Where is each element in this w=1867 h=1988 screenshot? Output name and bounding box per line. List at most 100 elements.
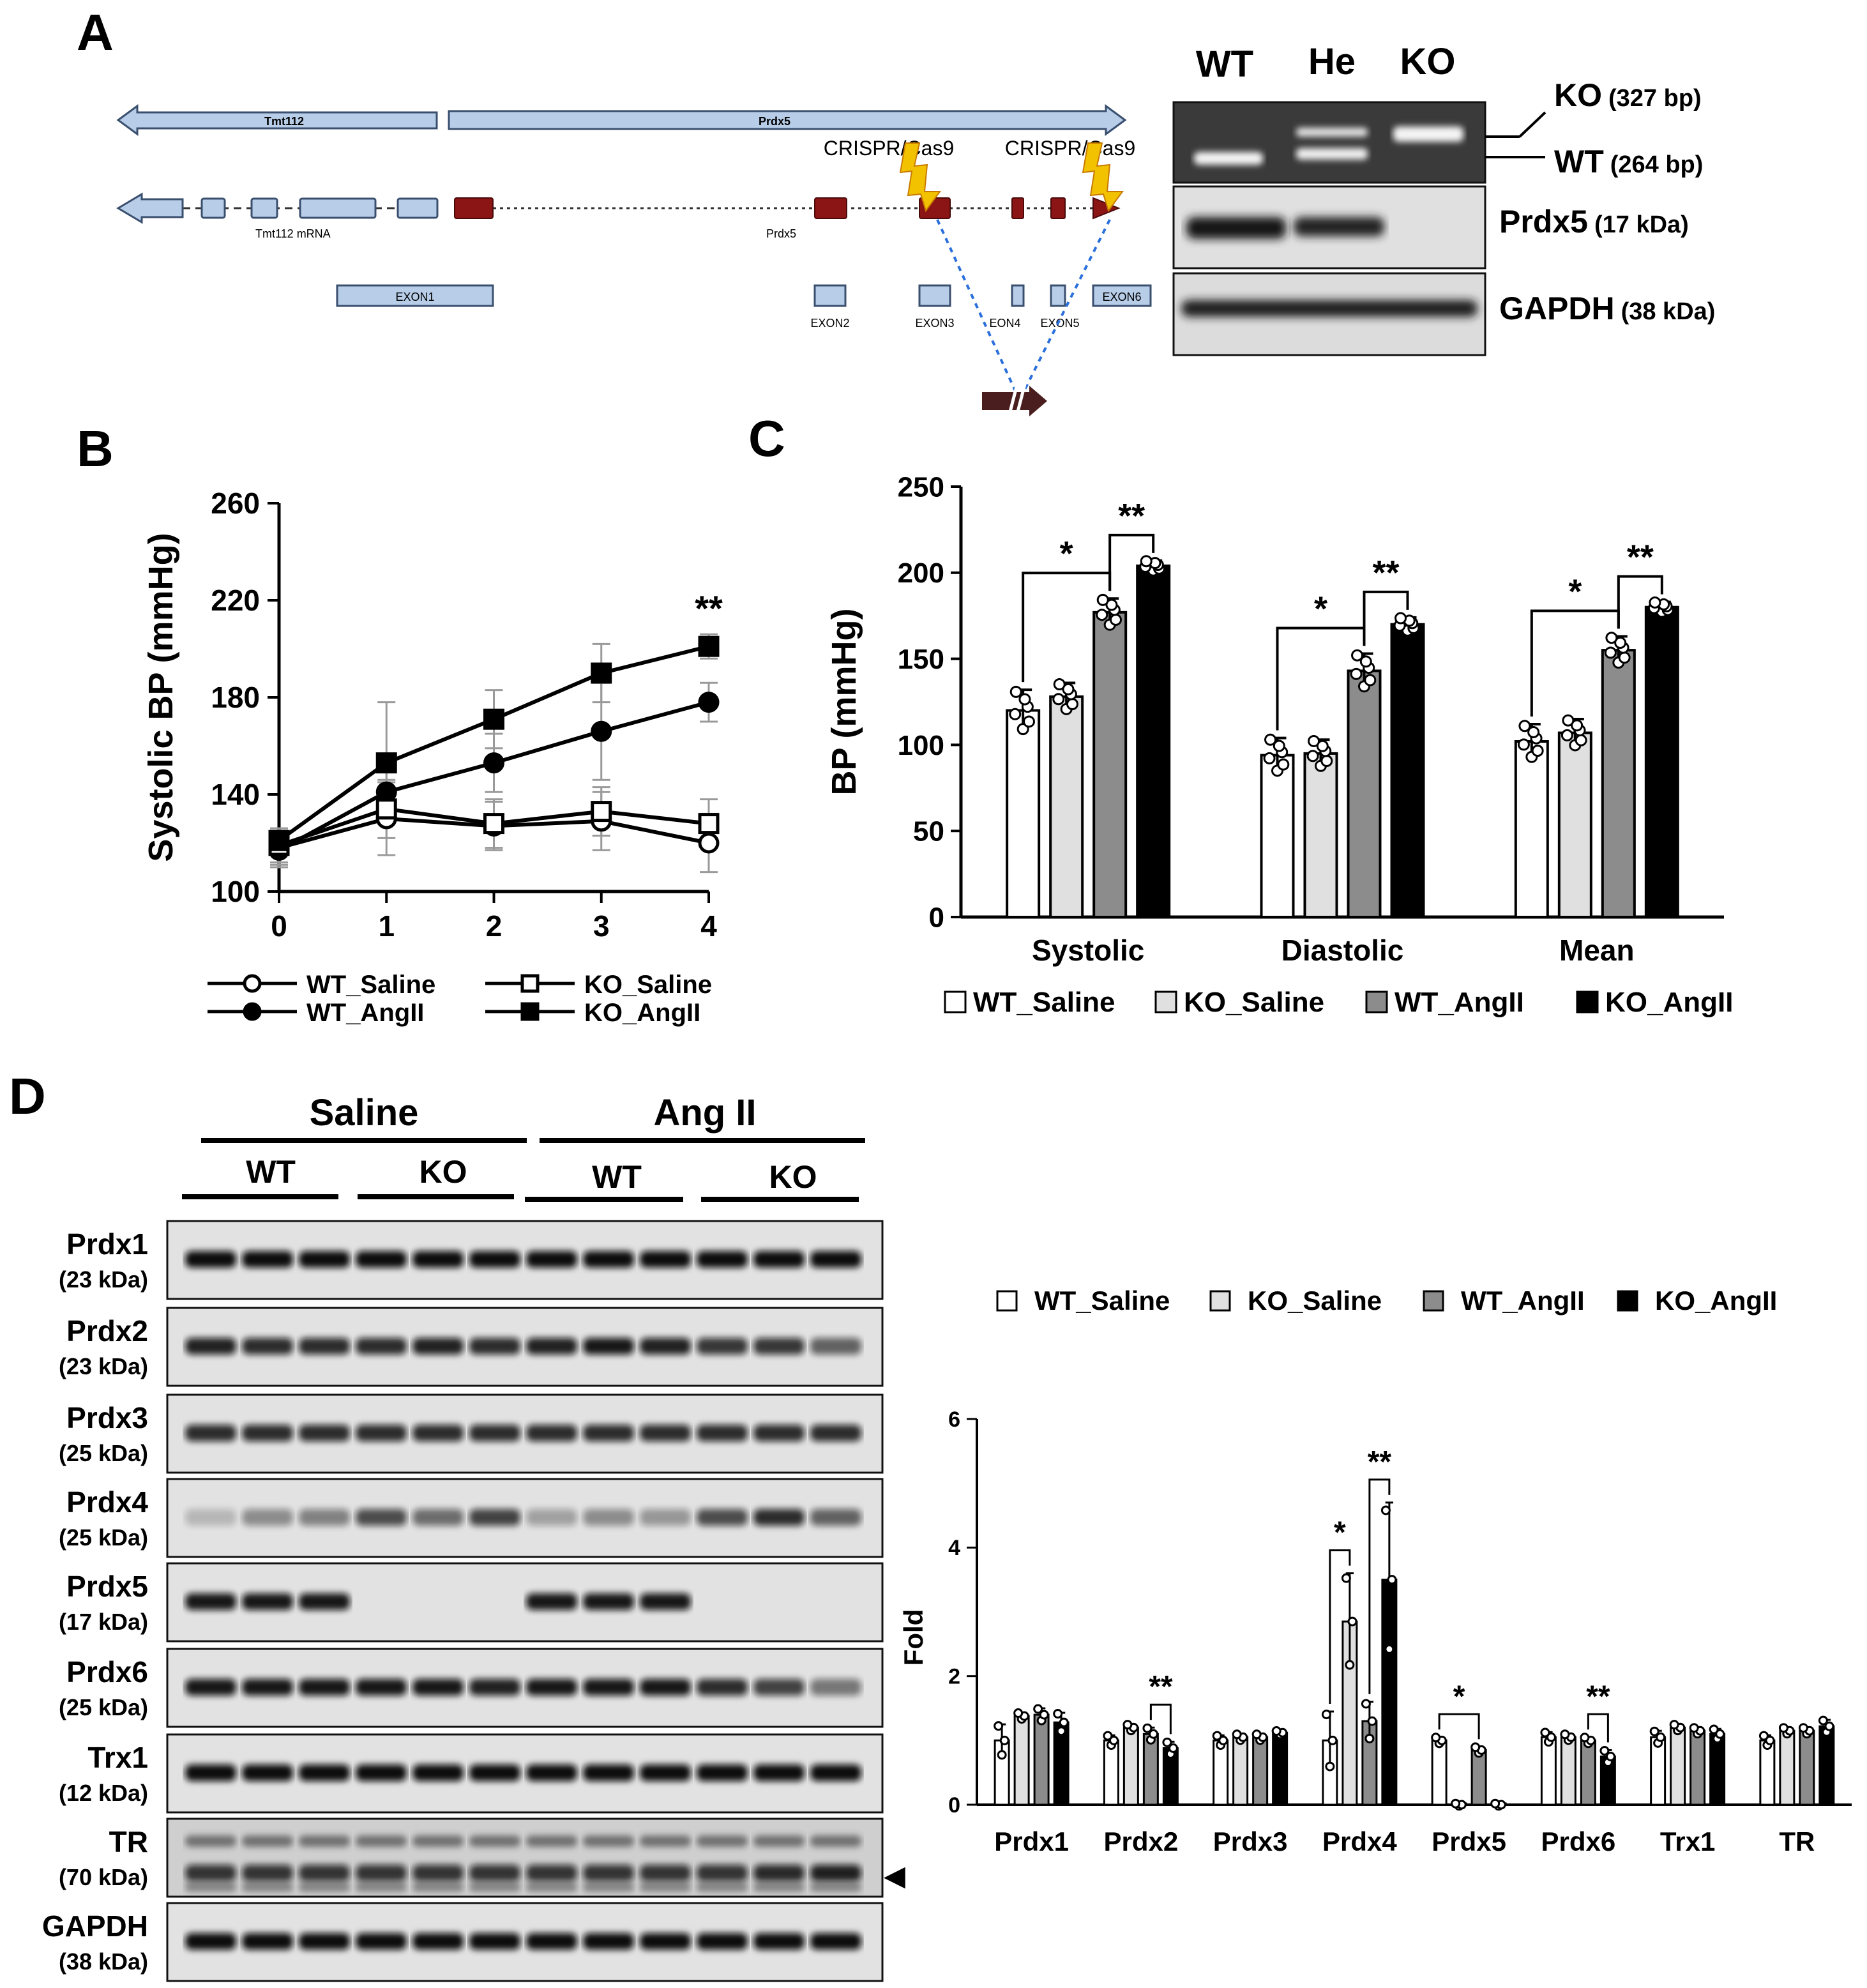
legend-label: WT_Saline <box>973 987 1115 1018</box>
category-label: Mean <box>1559 934 1635 967</box>
blot-band <box>583 1509 634 1526</box>
blot-band <box>810 1679 861 1696</box>
data-point <box>1325 1761 1335 1772</box>
antioxidant-western-blots: Saline Ang II WT KO WT KO Prdx1 (23 kDa) P… <box>42 1092 905 1982</box>
data-point <box>1527 725 1540 738</box>
legend-swatch <box>1576 990 1599 1013</box>
panel-label-b: B <box>77 420 114 477</box>
data-point <box>994 1721 1004 1731</box>
blot-band <box>299 1593 350 1610</box>
data-point <box>1105 598 1118 611</box>
data-point <box>1546 1732 1556 1742</box>
blot-band <box>526 1865 577 1881</box>
legend-label: WT_AngII <box>1395 987 1524 1018</box>
significance-label: ** <box>1586 1680 1610 1713</box>
panel-label-d: D <box>9 1068 46 1125</box>
blot-band <box>526 1338 577 1354</box>
data-point <box>997 1750 1007 1760</box>
data-point <box>1022 715 1035 728</box>
blot-band <box>469 1865 520 1881</box>
legend-swatch <box>996 1290 1018 1312</box>
data-point <box>1531 745 1544 757</box>
gene-label-right: Prdx5 <box>759 115 790 128</box>
data-point <box>483 708 504 730</box>
blot-band <box>242 1425 293 1441</box>
data-point <box>1062 683 1075 695</box>
blot-band <box>697 1883 748 1892</box>
legend-marker <box>243 1002 262 1021</box>
blot-band <box>753 1679 805 1696</box>
x-tick-label: 0 <box>271 909 287 943</box>
blot-label: Prdx5 (17 kDa) <box>1499 204 1689 239</box>
exon-box <box>336 284 494 307</box>
category-label: Prdx5 <box>1432 1826 1506 1856</box>
genotyping-blots: WT He KO KO (327 bp) WT (264 bp) Prdx5 (17 … <box>1172 41 1715 356</box>
significance-bracket <box>1108 533 1155 591</box>
blot-size-label: (12 kDa) <box>59 1780 148 1806</box>
x-tick-label: 4 <box>700 909 717 943</box>
blot-band <box>640 1425 691 1441</box>
data-point <box>1277 758 1290 771</box>
junction-line <box>936 219 1017 391</box>
genotype-header: WT <box>592 1159 642 1195</box>
blot-band <box>242 1764 293 1781</box>
blot-band <box>242 1593 293 1610</box>
blot-band <box>299 1509 350 1526</box>
data-point <box>698 832 720 854</box>
y-tick-label: 4 <box>948 1536 960 1560</box>
blot-band <box>640 1509 691 1526</box>
blot-band <box>583 1593 634 1610</box>
blot-band <box>412 1509 464 1526</box>
blot-band <box>697 1933 748 1950</box>
y-axis-label: Fold <box>898 1609 928 1666</box>
blot-band <box>242 1933 293 1950</box>
bar <box>1272 1731 1289 1806</box>
blot-band <box>640 1835 691 1847</box>
data-point <box>1490 1798 1500 1809</box>
blot-band <box>640 1593 691 1610</box>
blot-band <box>469 1425 520 1441</box>
data-point <box>1384 1644 1395 1654</box>
category-label: Systolic <box>1032 934 1144 967</box>
bar <box>1142 1733 1159 1806</box>
blot-band <box>469 1764 520 1781</box>
blot-band <box>697 1509 748 1526</box>
blot-band <box>412 1883 464 1892</box>
blot-band <box>185 1338 236 1354</box>
exon-label: EXON6 <box>1102 291 1141 303</box>
data-point <box>1108 1735 1119 1745</box>
data-point <box>1053 678 1066 691</box>
category-label: Diastolic <box>1281 934 1404 967</box>
blot-band <box>185 1764 236 1781</box>
blot-band <box>697 1835 748 1847</box>
bar <box>1303 752 1338 918</box>
significance-bracket <box>1149 1703 1172 1734</box>
data-point <box>1571 719 1584 732</box>
bar <box>1670 1726 1686 1806</box>
genotype-header: WT <box>246 1154 296 1190</box>
significance-label: * <box>1453 1680 1465 1713</box>
bar <box>1431 1739 1447 1806</box>
significance-bracket <box>1368 1478 1391 1694</box>
blot-size-label: (70 kDa) <box>59 1864 148 1890</box>
bar <box>1049 695 1084 918</box>
y-tick-label: 200 <box>898 558 944 589</box>
mrna-exon <box>200 197 226 219</box>
gel-band-ko <box>1296 128 1368 137</box>
y-tick-label: 220 <box>211 584 260 617</box>
blot-band <box>299 1338 350 1354</box>
blot-band <box>1186 217 1286 239</box>
blot-band <box>299 1679 350 1696</box>
significance-label: ** <box>1118 497 1145 535</box>
bar <box>1799 1729 1815 1806</box>
gel-band-ko <box>1393 126 1463 142</box>
bar <box>1540 1736 1557 1806</box>
crispr-bolt-icon <box>899 142 941 213</box>
deletion-break <box>1013 381 1027 422</box>
exon-label: EXON3 <box>915 317 954 330</box>
bar <box>1709 1733 1726 1806</box>
data-point <box>1018 693 1031 706</box>
mrna-exon <box>397 197 439 219</box>
blot-label: GAPDH <box>42 1909 148 1943</box>
